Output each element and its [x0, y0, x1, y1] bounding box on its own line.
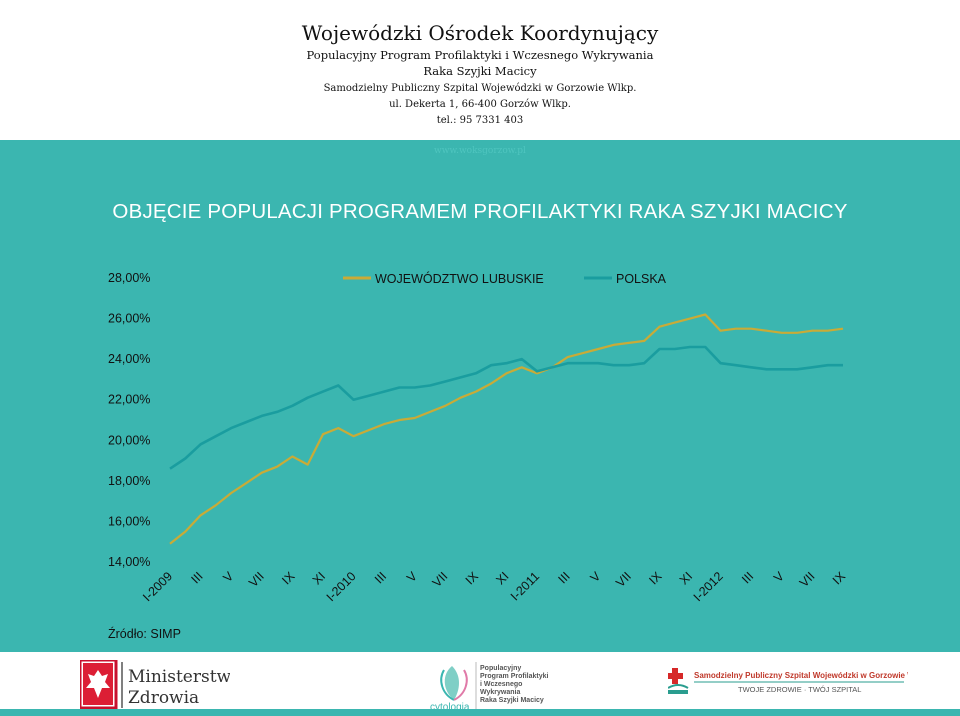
program-line-1: Populacyjny Program Profilaktyki i Wczes… — [306, 48, 654, 62]
ministry-of-health-logo: Ministerstwo Zdrowia — [80, 660, 230, 710]
y-tick-label: 20,00% — [108, 433, 150, 447]
svg-text:Populacyjny: Populacyjny — [480, 665, 521, 672]
svg-text:Samodzielny Publiczny Szpital: Samodzielny Publiczny Szpital Wojewódzki… — [694, 671, 908, 680]
cytologia-logo: cytologia Populacyjny Program Profilakty… — [430, 662, 549, 712]
x-tick-label: IX — [279, 569, 298, 588]
page-title: OBJĘCIE POPULACJI PROGRAMEM PROFILAKTYKI… — [112, 200, 848, 223]
y-tick-label: 24,00% — [108, 352, 150, 366]
y-tick-label: 14,00% — [108, 555, 150, 569]
x-tick-label: VII — [797, 569, 818, 590]
footer: Ministerstwo Zdrowia cytologia Populacyj… — [0, 652, 960, 716]
x-tick-label: III — [372, 569, 389, 586]
svg-text:Ministerstwo: Ministerstwo — [128, 667, 230, 687]
hospital-logo: Samodzielny Publiczny Szpital Wojewódzki… — [668, 668, 908, 694]
website-link[interactable]: www.woksgorzow.pl — [434, 146, 526, 156]
legend-label: POLSKA — [616, 272, 667, 286]
x-tick-label: IX — [463, 569, 482, 588]
svg-text:Zdrowia: Zdrowia — [128, 688, 199, 708]
footer-bar — [0, 709, 960, 716]
svg-text:i Wczesnego: i Wczesnego — [480, 681, 522, 688]
svg-text:TWOJE ZDROWIE · TWÓJ SZPITAL: TWOJE ZDROWIE · TWÓJ SZPITAL — [738, 685, 861, 694]
y-tick-label: 18,00% — [108, 474, 150, 488]
x-tick-label: IX — [830, 569, 849, 588]
x-tick-label: V — [588, 569, 604, 585]
x-tick-label: III — [739, 569, 756, 586]
x-tick-label: III — [556, 569, 573, 586]
phone: tel.: 95 7331 403 — [436, 115, 524, 126]
org-title: Wojewódzki Ośrodek Koordynujący — [301, 21, 659, 45]
source-note: Źródło: SIMP — [108, 627, 181, 641]
program-line-2: Raka Szyjki Macicy — [423, 64, 537, 78]
series-line-lubuskie — [169, 313, 844, 545]
svg-text:Program Profilaktyki: Program Profilaktyki — [480, 673, 549, 680]
x-tick-label: XI — [493, 569, 511, 587]
x-tick-label: VII — [613, 569, 634, 590]
x-tick-label: V — [771, 569, 787, 585]
y-tick-label: 22,00% — [108, 393, 150, 407]
x-tick-label: III — [188, 569, 205, 586]
x-tick-label: XI — [677, 569, 695, 587]
address: ul. Dekerta 1, 66-400 Gorzów Wlkp. — [389, 99, 571, 110]
x-tick-label: I-2010 — [324, 569, 359, 604]
svg-text:Wykrywania: Wykrywania — [480, 689, 520, 696]
legend-label: WOJEWÓDZTWO LUBUSKIE — [375, 271, 544, 286]
x-tick-label: IX — [646, 569, 665, 588]
x-tick-label: V — [221, 569, 237, 585]
x-tick-label: I-2012 — [691, 569, 726, 604]
svg-text:Raka Szyjki Macicy: Raka Szyjki Macicy — [480, 697, 544, 704]
hospital-name: Samodzielny Publiczny Szpital Wojewódzki… — [323, 83, 637, 94]
y-tick-label: 16,00% — [108, 514, 150, 528]
series-line-polska — [169, 345, 843, 470]
x-tick-label: I-2011 — [508, 569, 542, 603]
y-tick-label: 28,00% — [108, 271, 150, 285]
x-tick-label: V — [404, 569, 420, 585]
header: Wojewódzki Ośrodek Koordynujący Populacy… — [0, 0, 960, 140]
svg-text:cytologia: cytologia — [430, 702, 470, 712]
line-chart: 28,00% 26,00% 24,00% 22,00% 20,00% 18,00% 16,0… — [108, 271, 849, 604]
x-tick-label: I-2009 — [140, 569, 175, 604]
y-tick-label: 26,00% — [108, 312, 150, 326]
content-panel: www.woksgorzow.pl OBJĘCIE POPULACJI PROG… — [0, 140, 960, 652]
x-tick-label: VII — [246, 569, 267, 590]
x-tick-label: VII — [430, 569, 451, 590]
x-tick-label: XI — [310, 569, 328, 587]
